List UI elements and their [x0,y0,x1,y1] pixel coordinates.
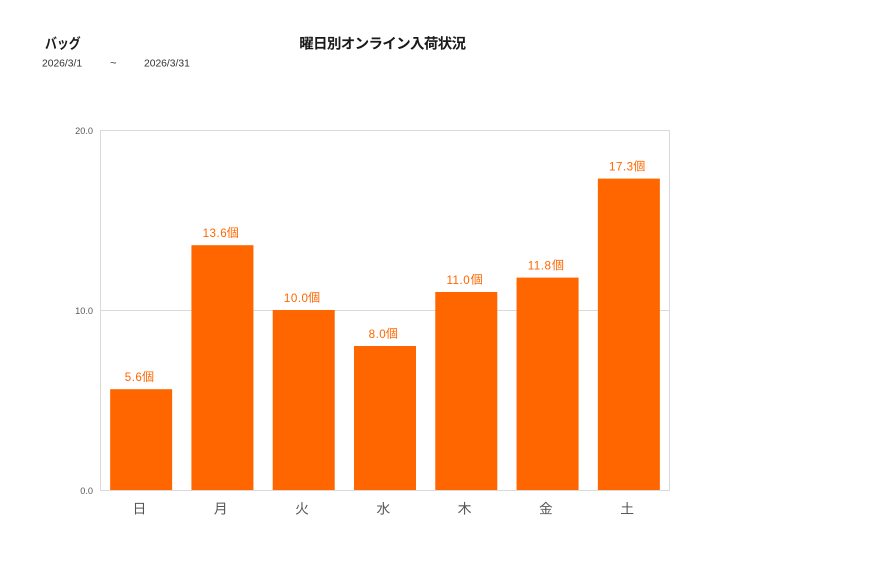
svg-text:11.0: 11.0 [446,274,470,287]
svg-text:2026/3/1: 2026/3/1 [42,58,82,69]
svg-text:10.0: 10.0 [75,306,93,316]
svg-text:10.0: 10.0 [284,292,309,305]
svg-text:17.3: 17.3 [609,160,634,173]
svg-text:20.0: 20.0 [75,126,93,136]
svg-text:5.6: 5.6 [125,371,143,384]
svg-text:2026/3/31: 2026/3/31 [144,58,190,69]
svg-text:11.8: 11.8 [528,259,552,272]
svg-text:13.6: 13.6 [203,227,228,240]
svg-text:0.0: 0.0 [80,486,93,496]
svg-text:~: ~ [110,58,116,70]
svg-text:8.0: 8.0 [369,328,387,341]
